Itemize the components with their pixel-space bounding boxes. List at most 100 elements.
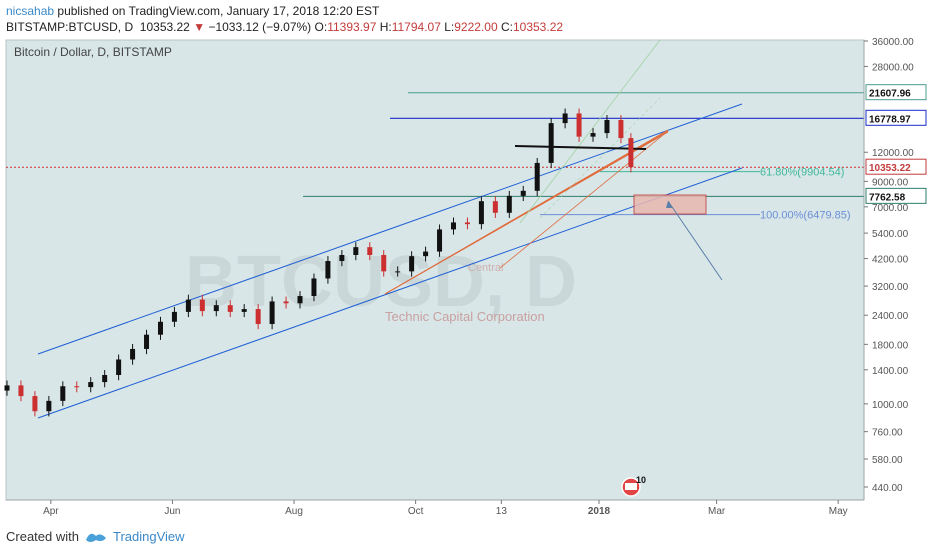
- y-tick-label-6: 4200.00: [872, 255, 909, 266]
- event-flag-stripes: [625, 483, 637, 490]
- candle-body: [576, 113, 582, 137]
- candle-body: [353, 247, 359, 255]
- green-dashed-guide: [539, 97, 661, 219]
- green-guide-line: [519, 39, 661, 224]
- x-tick-label-3: Oct: [408, 506, 424, 517]
- open-label: O:: [314, 20, 328, 34]
- chart-area[interactable]: BTCUSD, D Technic Capital Corporation Cent…: [0, 37, 932, 522]
- candle-body: [185, 299, 191, 312]
- y-tick-label-1: 28000.00: [872, 62, 914, 73]
- candle-body: [32, 396, 38, 412]
- y-tick-label-8: 2400.00: [872, 311, 909, 322]
- candle-body: [478, 201, 484, 225]
- candle-body: [492, 201, 498, 213]
- low-value: 9222.00: [454, 20, 498, 34]
- y-tick-label-0: 36000.00: [872, 38, 914, 48]
- x-tick-label-5: 2018: [588, 506, 611, 517]
- projection-arrow-head-icon: [666, 201, 673, 208]
- price-tag-text: 10353.22: [869, 163, 911, 174]
- y-tick-label-12: 760.00: [872, 428, 903, 439]
- candle-body: [339, 254, 345, 261]
- x-tick-label-4: 13: [496, 506, 508, 517]
- published-text: published on TradingView.com, January 17…: [57, 4, 380, 18]
- y-tick-label-4: 7000.00: [872, 203, 909, 214]
- candle-body: [450, 222, 456, 230]
- candle-body: [241, 309, 247, 312]
- candle-body: [590, 133, 596, 137]
- last-price: 10353.22: [139, 20, 190, 34]
- y-tick-label-2: 12000.00: [872, 148, 914, 159]
- fib-label-1: 100.00%(6479.85): [760, 210, 851, 222]
- y-tick-label-11: 1000.00: [872, 400, 909, 411]
- neckline: [514, 145, 647, 150]
- candle-body: [283, 301, 289, 304]
- candle-body: [311, 278, 317, 297]
- symbol-label: BITSTAMP:BTCUSD, D: [6, 20, 134, 34]
- candle-body: [102, 374, 108, 383]
- y-tick-label-14: 440.00: [872, 483, 903, 494]
- candle-body: [325, 260, 331, 279]
- price-tag-text: 16778.97: [869, 114, 911, 125]
- x-tick-label-0: Apr: [43, 506, 59, 517]
- close-label: C:: [500, 20, 513, 34]
- price-tag-text: 7762.58: [869, 192, 906, 203]
- price-tag-text: 21607.96: [869, 89, 911, 100]
- candle-body: [157, 321, 163, 335]
- watermark-text: BTCUSD, D: [185, 242, 577, 322]
- price-tag-box: [865, 187, 927, 204]
- candle-body: [60, 386, 66, 401]
- y-tick-label-10: 1400.00: [872, 366, 909, 377]
- candle-body: [74, 386, 80, 388]
- high-value: 11794.07: [391, 20, 441, 34]
- price-tag-0: 21607.96: [865, 84, 927, 101]
- projection-arrow-line: [667, 200, 723, 281]
- candle-body: [18, 385, 24, 397]
- x-tick-label-1: Jun: [164, 506, 180, 517]
- tradingview-logo-icon: [86, 533, 106, 542]
- candle-body: [171, 311, 177, 322]
- watermark-small-text: Central: [468, 262, 503, 274]
- price-change: −1033.12 (−9.07%): [208, 20, 312, 34]
- candle-body: [628, 138, 634, 168]
- tradingview-brand[interactable]: TradingView: [113, 529, 185, 544]
- event-flag-count: 10: [636, 475, 646, 485]
- candle-body: [437, 229, 443, 252]
- price-tag-2: 10353.22: [865, 158, 927, 175]
- orange-channel-lower: [499, 130, 669, 269]
- candle-body: [409, 256, 415, 272]
- candle-body: [367, 247, 373, 255]
- author-link[interactable]: nicsahab: [6, 4, 55, 18]
- price-tag-box: [865, 84, 927, 101]
- candle-body: [297, 296, 303, 304]
- candle-body: [534, 162, 540, 191]
- x-tick-label-2: Aug: [285, 506, 303, 517]
- open-value: 11393.97: [327, 20, 377, 34]
- candle-body: [548, 123, 554, 163]
- channel-lower-line: [37, 167, 743, 419]
- candle-body: [269, 301, 275, 325]
- low-label: L:: [444, 20, 455, 34]
- y-tick-label-9: 1800.00: [872, 340, 909, 351]
- footer: Created with TradingView: [0, 522, 932, 550]
- candle-body: [423, 251, 429, 257]
- high-label: H:: [379, 20, 392, 34]
- candle-body: [213, 305, 219, 312]
- price-tag-box: [865, 109, 927, 126]
- y-tick-label-5: 5400.00: [872, 229, 909, 240]
- candle-body: [395, 271, 401, 273]
- candle-body: [506, 195, 512, 213]
- candle-body: [227, 305, 233, 312]
- candle-body: [88, 382, 94, 388]
- candle-body: [116, 359, 122, 375]
- candle-body: [130, 348, 136, 360]
- publish-line: nicsahab published on TradingView.com, J…: [6, 4, 379, 18]
- watermark-sub-text: Technic Capital Corporation: [385, 309, 545, 324]
- fib-label-0: 61.80%(9904.54): [760, 167, 844, 179]
- event-flag-icon[interactable]: 10: [621, 475, 646, 497]
- orange-channel-upper: [384, 130, 669, 295]
- candle-body: [4, 385, 10, 391]
- chart-header: nicsahab published on TradingView.com, J…: [0, 0, 932, 38]
- candle-body: [604, 119, 610, 134]
- price-tag-1: 16778.97: [865, 109, 927, 126]
